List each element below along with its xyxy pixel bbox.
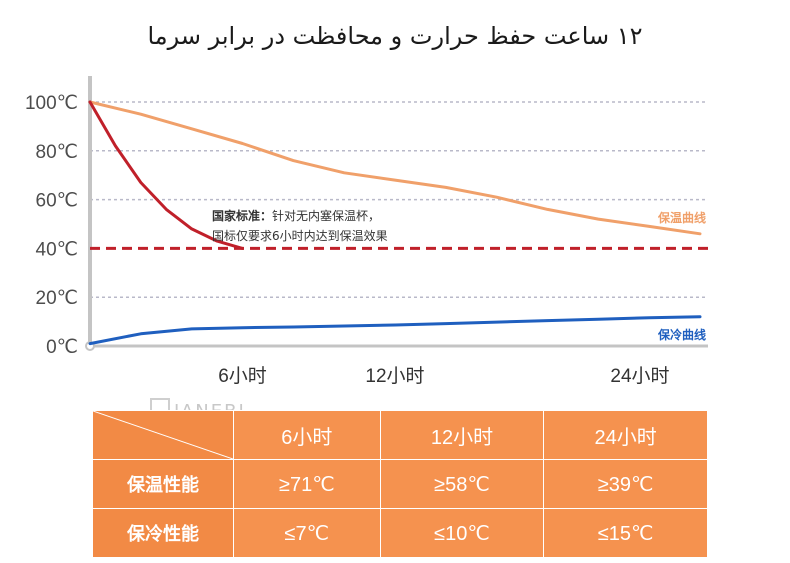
y-tick-label: 80℃ [36, 142, 78, 163]
table-row-label-heat: 保温性能 [92, 459, 234, 509]
y-tick-label: 40℃ [36, 239, 78, 260]
series-lines [88, 100, 708, 346]
table-row: 保温性能 ≥71℃ ≥58℃ ≥39℃ [92, 459, 708, 509]
heat-retention-line [88, 100, 702, 236]
series-label-heat: 保温曲线 [657, 210, 706, 225]
annotation-line2: 国标仅要求6小时内达到保温效果 [212, 228, 388, 243]
cold-retention-line [88, 315, 702, 346]
annotation-bold: 国家标准： [212, 208, 272, 223]
table-row: 保冷性能 ≤7℃ ≤10℃ ≤15℃ [92, 508, 708, 558]
table-header-24h: 24小时 [543, 410, 708, 460]
table-cell: ≤10℃ [379, 508, 545, 558]
grid-lines [90, 101, 708, 298]
table-header-12h: 12小时 [379, 410, 545, 460]
annotation-line1: 国家标准：针对无内塞保温杯， [212, 208, 380, 223]
x-tick-label: 12小时 [365, 365, 424, 387]
x-tick-labels: 6小时 12小时 24小时 [218, 365, 669, 387]
performance-table: 6小时 12小时 24小时 保温性能 ≥71℃ ≥58℃ ≥39℃ 保冷性能 ≤… [92, 410, 708, 558]
series-label-cold: 保冷曲线 [657, 327, 706, 342]
y-tick-label: 0℃ [46, 337, 78, 358]
x-tick-label: 6小时 [218, 365, 267, 387]
y-tick-label: 100℃ [25, 93, 78, 114]
standard-curve-line [88, 100, 244, 250]
y-tick-labels: 100℃ 80℃ 60℃ 40℃ 20℃ 0℃ [25, 93, 78, 358]
table-cell: ≥39℃ [543, 459, 708, 509]
page-title: ۱۲ ساعت حفظ حرارت و محافظت در برابر سرما [147, 22, 643, 50]
table-cell: ≤7℃ [233, 508, 381, 558]
x-tick-label: 24小时 [610, 365, 669, 387]
table-header-row: 6小时 12小时 24小时 [92, 410, 708, 460]
table-cell: ≥58℃ [379, 459, 545, 509]
y-tick-label: 20℃ [36, 288, 78, 309]
y-tick-label: 60℃ [36, 191, 78, 212]
table-header-6h: 6小时 [233, 410, 381, 460]
axes [85, 76, 708, 351]
table-corner-cell [92, 410, 234, 460]
table-cell: ≥71℃ [233, 459, 381, 509]
annotation-text1: 针对无内塞保温杯， [272, 208, 380, 223]
corner-diagonal [93, 411, 233, 459]
temperature-chart: 100℃ 80℃ 60℃ 40℃ 20℃ 0℃ 6小时 12小时 24小时 国家标准：针对无内… [25, 76, 708, 387]
table-row-label-cold: 保冷性能 [92, 508, 234, 558]
table-cell: ≤15℃ [543, 508, 708, 558]
